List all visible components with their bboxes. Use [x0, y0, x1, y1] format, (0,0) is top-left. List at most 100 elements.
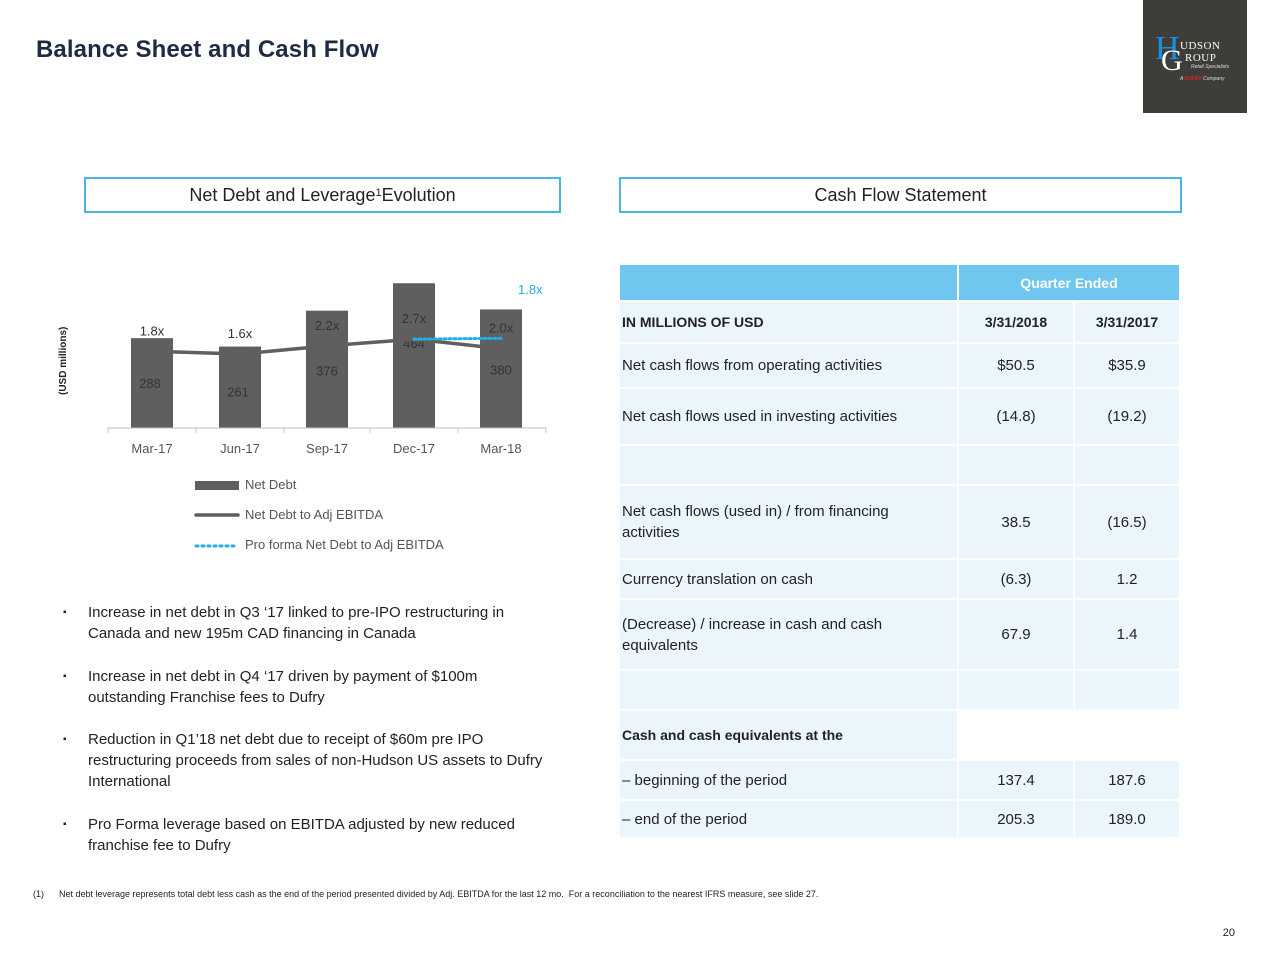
net-debt-bar-mar-18 [480, 309, 522, 428]
bullet-line: Pro Forma leverage based on EBITDA adjus… [88, 816, 515, 833]
bullet-marker: ▪ [63, 671, 67, 682]
bullet-line: outstanding Franchise fees to Dufry [88, 689, 325, 706]
cash-flow-title: Cash Flow Statement [814, 184, 987, 205]
bullet-marker: ▪ [63, 734, 67, 745]
net-debt-value-label: 261 [227, 385, 249, 400]
legend-swatch-net-debt [195, 481, 239, 490]
logo-letter-g: G [1161, 44, 1183, 77]
row-label [620, 670, 959, 711]
leverage-line [150, 337, 503, 356]
unit-label: IN MILLIONS OF USD [620, 301, 959, 344]
cash-flow-table: Quarter Ended IN MILLIONS OF USD 3/31/20… [620, 265, 1181, 839]
commentary-bullet: ▪ Increase in net debt in Q3 ‘17 linked t… [63, 602, 608, 644]
value-2017 [1074, 670, 1181, 711]
bullet-line: International [88, 773, 171, 790]
leverage-value-label: 2.0x [489, 321, 514, 336]
net-debt-section-header: Net Debt and Leverage 1 Evolution [84, 177, 561, 213]
page-number: 20 [1222, 927, 1235, 939]
net-debt-title: Net Debt and Leverage [189, 184, 376, 205]
proforma-end-label: 1.8x [518, 282, 543, 297]
row-label: Cash and cash equivalents at the [620, 710, 959, 761]
legend-label-leverage: Net Debt to Adj EBITDA [245, 507, 383, 522]
table-row: Currency translation on cash (6.3) 1.2 [620, 559, 1181, 600]
table-row: Net cash flows used in investing activit… [620, 388, 1181, 446]
net-debt-bar-sep-17 [306, 310, 348, 428]
commentary-bullet: ▪ Reduction in Q1’18 net debt due to rece… [63, 729, 608, 792]
net-debt-title-suffix: Evolution [381, 184, 456, 205]
table-row: Net cash flows (used in) / from financin… [620, 485, 1181, 560]
logo-subtitle: Retail Specialists [1191, 64, 1230, 70]
bullet-marker: ▪ [63, 819, 67, 830]
x-tick-label: Mar-18 [480, 441, 521, 456]
value-2018: $50.5 [958, 343, 1075, 389]
row-label: – end of the period [620, 800, 959, 839]
leverage-value-label: 2.2x [315, 318, 340, 333]
bullet-line: Increase in net debt in Q3 ‘17 linked to… [88, 604, 505, 621]
proforma-leverage-line [412, 336, 503, 341]
value-2018: 137.4 [958, 760, 1075, 801]
row-label: Net cash flows (used in) / from financin… [620, 485, 959, 560]
bullet-line: Reduction in Q1’18 net debt due to recei… [88, 731, 484, 748]
value-2017: 1.2 [1074, 559, 1181, 600]
row-label [620, 445, 959, 486]
bullet-marker: ▪ [63, 607, 67, 618]
value-2017 [1074, 445, 1181, 486]
table-row [620, 445, 1181, 486]
page-title: Balance Sheet and Cash Flow [36, 36, 379, 63]
row-label: (Decrease) / increase in cash and cash e… [620, 599, 959, 671]
x-tick-label: Sep-17 [306, 441, 348, 456]
value-2017 [1074, 710, 1181, 761]
commentary-bullet: ▪ Increase in net debt in Q4 ‘17 driven b… [63, 666, 608, 708]
net-debt-value-label: 376 [316, 364, 338, 379]
table-row: (Decrease) / increase in cash and cash e… [620, 599, 1181, 671]
x-tick-label: Dec-17 [393, 441, 435, 456]
table-row: Cash and cash equivalents at the [620, 710, 1181, 761]
legend-label-proforma: Pro forma Net Debt to Adj EBITDA [245, 537, 444, 552]
value-2018: 38.5 [958, 485, 1075, 560]
row-label: – beginning of the period [620, 760, 959, 801]
value-2017: 187.6 [1074, 760, 1181, 801]
row-label: Currency translation on cash [620, 559, 959, 600]
table-header-row: Quarter Ended [620, 265, 1181, 302]
value-2017: (16.5) [1074, 485, 1181, 560]
net-debt-bar-jun-17 [219, 346, 261, 428]
bullet-line: franchise fee to Dufry [88, 837, 231, 854]
x-tick-label: Mar-17 [131, 441, 172, 456]
hudson-group-logo: H G UDSON ROUP Retail Specialists A DUFR… [1143, 0, 1247, 113]
table-row: Net cash flows from operating activities… [620, 343, 1181, 389]
table-row: – end of the period 205.3 189.0 [620, 800, 1181, 839]
value-2018: 67.9 [958, 599, 1075, 671]
value-2018 [958, 445, 1075, 486]
row-label: Net cash flows from operating activities [620, 343, 959, 389]
commentary-bullet: ▪ Pro Forma leverage based on EBITDA adju… [63, 814, 608, 856]
col-header-2017: 3/31/2017 [1074, 301, 1181, 344]
col-header-2018: 3/31/2018 [958, 301, 1075, 344]
value-2017: 1.4 [1074, 599, 1181, 671]
value-2017: (19.2) [1074, 388, 1181, 446]
value-2018 [958, 670, 1075, 711]
net-debt-value-label: 380 [490, 362, 512, 377]
value-2017: 189.0 [1074, 800, 1181, 839]
bullet-line: restructuring proceeds from sales of non… [88, 752, 543, 769]
table-row [620, 670, 1181, 711]
net-debt-bar-dec-17 [393, 283, 435, 428]
leverage-value-label: 2.7x [402, 311, 427, 326]
leverage-value-label: 1.6x [228, 326, 253, 341]
value-2017: $35.9 [1074, 343, 1181, 389]
bullet-line: Increase in net debt in Q4 ‘17 driven by… [88, 668, 478, 685]
row-label: Net cash flows used in investing activit… [620, 388, 959, 446]
value-2018: (6.3) [958, 559, 1075, 600]
cash-flow-section-header: Cash Flow Statement [619, 177, 1182, 213]
logo-word-roup: ROUP [1185, 52, 1217, 64]
footnote-marker: 1 [375, 187, 382, 199]
quarter-ended-header: Quarter Ended [958, 265, 1181, 302]
logo-company-line: A DUFRY Company [1180, 76, 1225, 82]
table-row: – beginning of the period 137.4 187.6 [620, 760, 1181, 801]
value-2018: (14.8) [958, 388, 1075, 446]
net-debt-value-label: 288 [139, 376, 161, 391]
x-tick-label: Jun-17 [220, 441, 260, 456]
logo-letter-h: H [1155, 30, 1180, 67]
logo-word-udson: UDSON [1180, 40, 1221, 52]
value-2018 [958, 710, 1075, 761]
